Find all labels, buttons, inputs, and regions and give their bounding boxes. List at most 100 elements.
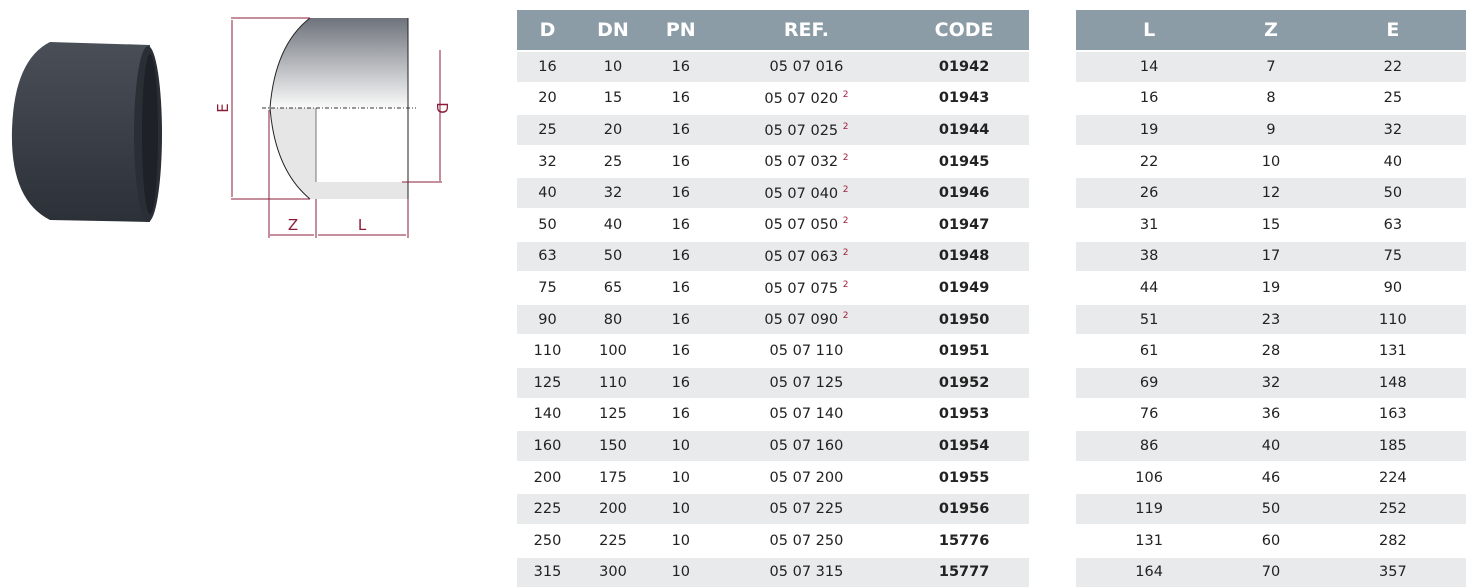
- cell: 160: [517, 430, 578, 462]
- cell: 10: [578, 51, 648, 83]
- code-cell: 01951: [899, 335, 1029, 367]
- cell: 10: [648, 430, 714, 462]
- cell: 22: [1076, 146, 1222, 178]
- ref-cell: 05 07 090 2: [714, 304, 900, 336]
- code-cell: 01952: [899, 367, 1029, 399]
- cell: 16: [517, 51, 578, 83]
- cell: 16: [648, 241, 714, 273]
- cell: 40: [517, 177, 578, 209]
- column-header: D: [517, 10, 578, 51]
- cell: 20: [578, 114, 648, 146]
- cell: 185: [1320, 430, 1466, 462]
- ref-value: 05 07 225: [770, 501, 844, 517]
- footnote-marker: 2: [843, 311, 849, 321]
- cell: 20: [517, 83, 578, 115]
- cell: 44: [1076, 272, 1222, 304]
- cell: 110: [517, 335, 578, 367]
- ref-cell: 05 07 200: [714, 462, 900, 494]
- cell: 315: [517, 557, 578, 587]
- footnote-marker: 2: [843, 122, 849, 132]
- cell: 17: [1222, 241, 1319, 273]
- ref-cell: 05 07 016: [714, 51, 900, 83]
- cell: 150: [578, 430, 648, 462]
- ref-value: 05 07 032: [764, 154, 838, 170]
- cell: 110: [1320, 304, 1466, 336]
- cell: 38: [1076, 241, 1222, 273]
- cell: 16: [648, 209, 714, 241]
- code-cell: 01947: [899, 209, 1029, 241]
- cell: 16: [648, 114, 714, 146]
- cell: 12: [1222, 177, 1319, 209]
- footnote-marker: 2: [843, 185, 849, 195]
- cell: 252: [1320, 493, 1466, 525]
- cell: 125: [578, 399, 648, 431]
- cell: 31: [1076, 209, 1222, 241]
- cell: 50: [1320, 177, 1466, 209]
- label-z: Z: [288, 216, 298, 234]
- code-cell: 15777: [899, 557, 1029, 587]
- column-header: DN: [578, 10, 648, 51]
- cell: 22: [1320, 51, 1466, 83]
- cell: 19: [1222, 272, 1319, 304]
- code-cell: 01944: [899, 114, 1029, 146]
- cell: 16: [648, 51, 714, 83]
- cell: 106: [1076, 462, 1222, 494]
- cell: 15: [1222, 209, 1319, 241]
- ref-cell: 05 07 075 2: [714, 272, 900, 304]
- cell: 8: [1222, 83, 1319, 115]
- cell: 9: [1222, 114, 1319, 146]
- cell: 16: [648, 83, 714, 115]
- ref-value: 05 07 075: [764, 280, 838, 296]
- cell: 14: [1076, 51, 1222, 83]
- ref-cell: 05 07 315: [714, 557, 900, 587]
- footnote-marker: 2: [843, 216, 849, 226]
- cell: 40: [578, 209, 648, 241]
- code-cell: 01946: [899, 177, 1029, 209]
- cell: 60: [1222, 525, 1319, 557]
- cell: 32: [1320, 114, 1466, 146]
- ref-value: 05 07 040: [764, 186, 838, 202]
- cell: 75: [1320, 241, 1466, 273]
- ref-value: 05 07 016: [770, 59, 844, 75]
- cell: 70: [1222, 557, 1319, 587]
- cell: 131: [1320, 335, 1466, 367]
- cell: 10: [648, 493, 714, 525]
- ref-cell: 05 07 110: [714, 335, 900, 367]
- column-header: E: [1320, 10, 1466, 51]
- cell: 76: [1076, 399, 1222, 431]
- cell: 16: [648, 146, 714, 178]
- cell: 357: [1320, 557, 1466, 587]
- cell: 65: [578, 272, 648, 304]
- cell: 69: [1076, 367, 1222, 399]
- cell: 32: [517, 146, 578, 178]
- code-cell: 01955: [899, 462, 1029, 494]
- ref-value: 05 07 063: [764, 249, 838, 265]
- cell: 86: [1076, 430, 1222, 462]
- ref-value: 05 07 200: [770, 470, 844, 486]
- ref-cell: 05 07 032 2: [714, 146, 900, 178]
- cell: 110: [578, 367, 648, 399]
- label-e: E: [214, 103, 232, 112]
- cell: 32: [578, 177, 648, 209]
- ref-value: 05 07 160: [770, 438, 844, 454]
- cell: 50: [1222, 493, 1319, 525]
- ref-cell: 05 07 020 2: [714, 83, 900, 115]
